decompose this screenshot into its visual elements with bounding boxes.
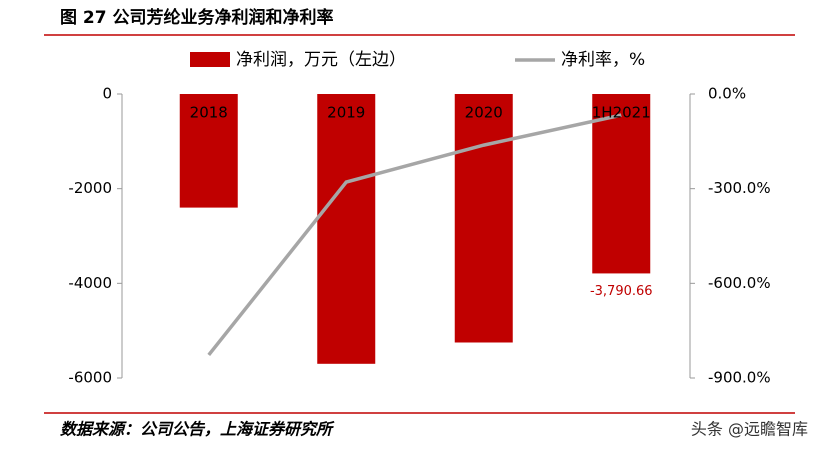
y2-tick-label: -300.0%	[708, 179, 771, 197]
y2-tick-label: -900.0%	[708, 369, 771, 387]
x-tick-label: 2020	[465, 104, 503, 122]
watermark: 头条 @远瞻智库	[691, 420, 808, 439]
bar	[179, 94, 238, 208]
y2-tick-label: 0.0%	[708, 85, 746, 103]
y-tick-label: -4000	[68, 274, 112, 292]
y-tick-label: -2000	[68, 179, 112, 197]
bar	[317, 94, 376, 364]
x-tick-label: 2019	[327, 104, 365, 122]
line	[207, 113, 622, 357]
y2-tick-label: -600.0%	[708, 274, 771, 292]
y-tick-label: -6000	[68, 369, 112, 387]
legend-label: 净利率，%	[561, 50, 645, 70]
legend-swatch	[190, 52, 230, 67]
x-tick-label: 1H2021	[592, 104, 651, 122]
y-tick-label: 0	[102, 85, 112, 103]
bar	[592, 94, 651, 274]
data-label: -3,790.66	[590, 284, 653, 299]
chart-title: 图 27 公司芳纶业务净利润和净利率	[60, 7, 334, 28]
bar	[454, 94, 513, 343]
source: 数据来源：公司公告，上海证券研究所	[60, 420, 335, 439]
x-tick-label: 2018	[190, 104, 228, 122]
legend-label: 净利润，万元（左边）	[236, 50, 406, 70]
